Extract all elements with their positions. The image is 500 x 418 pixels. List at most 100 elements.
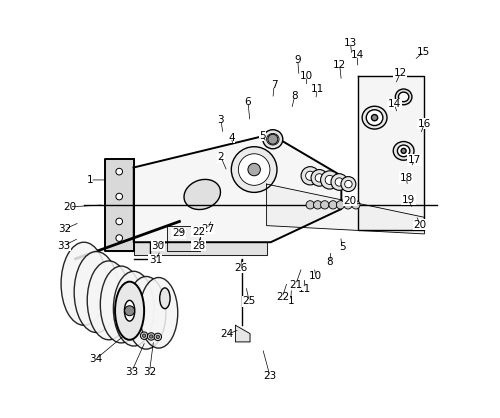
Circle shape bbox=[268, 134, 278, 144]
Ellipse shape bbox=[366, 110, 383, 125]
Circle shape bbox=[116, 218, 122, 225]
Circle shape bbox=[329, 201, 337, 209]
Ellipse shape bbox=[160, 288, 170, 308]
Ellipse shape bbox=[87, 261, 130, 340]
Circle shape bbox=[116, 168, 122, 175]
Ellipse shape bbox=[74, 252, 118, 333]
Ellipse shape bbox=[114, 271, 154, 346]
Ellipse shape bbox=[398, 145, 410, 157]
Polygon shape bbox=[236, 325, 250, 342]
Text: 10: 10 bbox=[309, 271, 322, 281]
Text: 2: 2 bbox=[218, 152, 224, 162]
Circle shape bbox=[248, 163, 260, 176]
Text: 5: 5 bbox=[339, 242, 345, 252]
Ellipse shape bbox=[100, 266, 142, 343]
Circle shape bbox=[344, 180, 352, 188]
Circle shape bbox=[238, 154, 270, 185]
Circle shape bbox=[352, 201, 360, 209]
Circle shape bbox=[156, 335, 160, 339]
Text: 31: 31 bbox=[148, 255, 162, 265]
Circle shape bbox=[311, 170, 328, 186]
Circle shape bbox=[325, 176, 334, 184]
Circle shape bbox=[331, 174, 347, 190]
Circle shape bbox=[142, 334, 146, 337]
Circle shape bbox=[320, 171, 339, 189]
Circle shape bbox=[124, 306, 134, 316]
Ellipse shape bbox=[398, 92, 409, 102]
Ellipse shape bbox=[266, 133, 279, 145]
Text: 11: 11 bbox=[298, 284, 310, 294]
Text: 1: 1 bbox=[87, 175, 94, 185]
Text: 27: 27 bbox=[201, 224, 214, 234]
Ellipse shape bbox=[394, 142, 414, 160]
Polygon shape bbox=[104, 159, 134, 250]
Text: 20: 20 bbox=[414, 220, 427, 230]
Text: 4: 4 bbox=[228, 133, 234, 143]
Ellipse shape bbox=[61, 242, 106, 325]
Text: 20: 20 bbox=[343, 196, 356, 206]
Text: 25: 25 bbox=[242, 296, 256, 306]
Text: 5: 5 bbox=[259, 130, 266, 140]
Circle shape bbox=[232, 147, 277, 192]
Circle shape bbox=[150, 335, 153, 338]
Ellipse shape bbox=[126, 276, 166, 349]
Text: 20: 20 bbox=[63, 202, 76, 212]
Text: 1: 1 bbox=[288, 296, 294, 306]
Text: 14: 14 bbox=[388, 99, 401, 110]
Circle shape bbox=[306, 201, 314, 209]
Text: 19: 19 bbox=[402, 195, 415, 205]
Circle shape bbox=[116, 193, 122, 200]
Text: 10: 10 bbox=[300, 71, 313, 81]
Text: 9: 9 bbox=[294, 55, 301, 65]
Ellipse shape bbox=[140, 278, 178, 348]
Ellipse shape bbox=[396, 89, 412, 105]
Circle shape bbox=[140, 332, 148, 339]
Text: 12: 12 bbox=[394, 68, 407, 78]
Text: 32: 32 bbox=[143, 367, 156, 377]
Polygon shape bbox=[134, 134, 342, 242]
Text: 6: 6 bbox=[244, 97, 251, 107]
Circle shape bbox=[336, 201, 344, 209]
Text: 24: 24 bbox=[220, 329, 234, 339]
Text: 12: 12 bbox=[333, 59, 346, 69]
Text: 22: 22 bbox=[192, 227, 205, 237]
Text: 26: 26 bbox=[234, 263, 247, 273]
Text: 8: 8 bbox=[326, 257, 333, 267]
Text: 23: 23 bbox=[264, 371, 276, 381]
Text: 7: 7 bbox=[271, 80, 278, 90]
Text: 15: 15 bbox=[417, 47, 430, 57]
Text: 28: 28 bbox=[192, 240, 205, 250]
Polygon shape bbox=[266, 184, 424, 234]
Ellipse shape bbox=[184, 179, 220, 209]
Circle shape bbox=[320, 201, 329, 209]
Text: 3: 3 bbox=[218, 115, 224, 125]
Polygon shape bbox=[134, 242, 266, 255]
Circle shape bbox=[314, 201, 322, 209]
Ellipse shape bbox=[115, 282, 144, 340]
Text: 17: 17 bbox=[408, 155, 421, 165]
Text: 30: 30 bbox=[152, 240, 164, 250]
Circle shape bbox=[344, 201, 352, 209]
Text: 22: 22 bbox=[276, 292, 289, 302]
Polygon shape bbox=[358, 76, 424, 230]
Text: 33: 33 bbox=[125, 367, 138, 377]
Text: 21: 21 bbox=[289, 280, 302, 290]
Text: 14: 14 bbox=[350, 50, 364, 60]
Text: 33: 33 bbox=[58, 240, 70, 250]
Circle shape bbox=[335, 178, 344, 186]
Text: 11: 11 bbox=[310, 84, 324, 94]
Circle shape bbox=[116, 235, 122, 241]
Polygon shape bbox=[167, 226, 200, 250]
Text: 16: 16 bbox=[418, 119, 431, 129]
Text: 18: 18 bbox=[400, 173, 412, 183]
Ellipse shape bbox=[263, 130, 283, 149]
Circle shape bbox=[315, 174, 324, 182]
Circle shape bbox=[341, 177, 356, 191]
Text: 29: 29 bbox=[172, 228, 185, 238]
Ellipse shape bbox=[401, 148, 406, 153]
Ellipse shape bbox=[124, 301, 135, 321]
Text: 34: 34 bbox=[89, 354, 102, 364]
Circle shape bbox=[306, 171, 315, 180]
Text: 8: 8 bbox=[292, 91, 298, 101]
Circle shape bbox=[301, 167, 320, 185]
